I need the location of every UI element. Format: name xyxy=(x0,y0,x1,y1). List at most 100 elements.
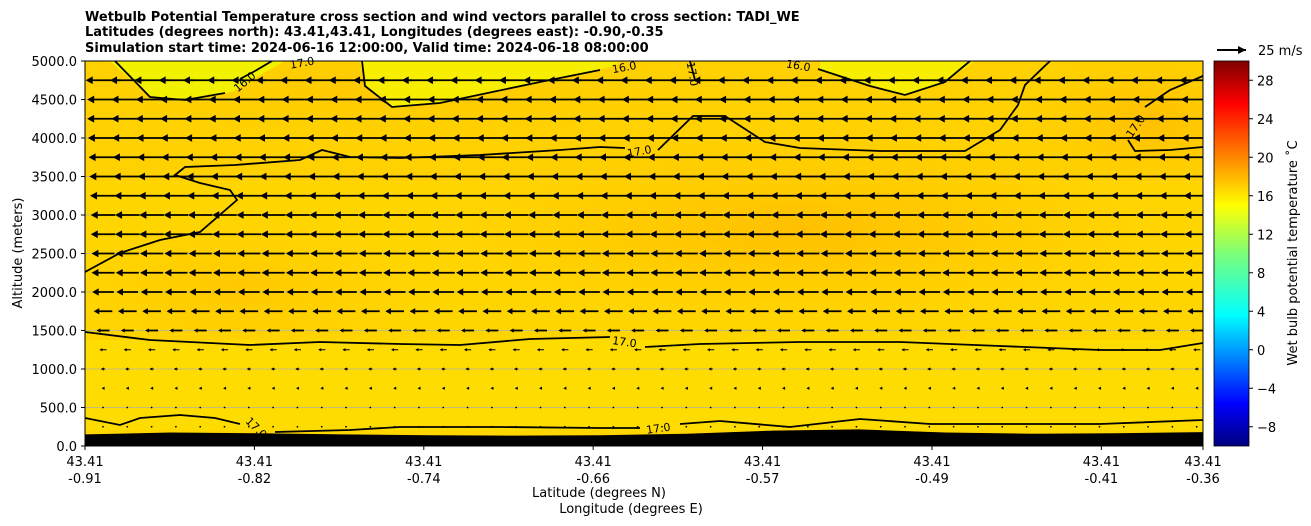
wind-vector-head xyxy=(561,348,565,352)
wind-vector-head xyxy=(1183,191,1191,200)
wind-vector-head xyxy=(458,308,464,315)
wind-vector-head xyxy=(571,76,579,85)
wind-vector-head xyxy=(115,268,123,277)
wind-vector-head xyxy=(1160,211,1168,219)
wind-vector-head xyxy=(552,230,560,239)
wind-vector xyxy=(1147,425,1149,428)
wind-vector-head xyxy=(1181,134,1189,142)
wind-vector-head xyxy=(865,134,873,142)
wind-vector-head xyxy=(378,95,386,104)
wind-vector-head xyxy=(988,172,996,181)
wind-vector-head xyxy=(285,249,293,258)
wind-vector-head xyxy=(266,328,271,333)
wind-vector-head xyxy=(913,114,921,123)
wind-vector-head xyxy=(777,328,781,333)
wind-vector-head xyxy=(358,249,366,258)
wind-vector-head xyxy=(1090,308,1096,315)
wind-vector-head xyxy=(624,191,632,200)
wind-vector-head xyxy=(242,328,247,333)
y-tick-label: 1500.0 xyxy=(32,325,78,340)
wind-vector-head xyxy=(741,76,749,85)
wind-vector-head xyxy=(416,367,420,371)
wind-vector-head xyxy=(480,268,488,277)
wind-vector-head xyxy=(649,191,657,200)
wind-vector-head xyxy=(1062,230,1070,239)
wind-vector xyxy=(661,406,663,409)
wind-vector xyxy=(831,406,834,409)
wind-vector-head xyxy=(1184,211,1192,219)
wind-vector-head xyxy=(1157,153,1165,162)
wind-vector-head xyxy=(149,367,153,371)
wind-vector-head xyxy=(208,95,216,104)
wind-vector-head xyxy=(938,134,946,142)
wind-vector xyxy=(879,406,882,409)
wind-vector-head xyxy=(1170,367,1174,371)
wind-vector-head xyxy=(744,153,752,162)
wind-vector-head xyxy=(328,76,336,85)
wind-vector-head xyxy=(1087,268,1095,277)
wind-vector-head xyxy=(1041,308,1048,315)
wind-vector-head xyxy=(433,308,440,315)
wind-vector-head xyxy=(415,348,419,352)
wind-vector-head xyxy=(307,153,315,162)
y-tick-label: 4000.0 xyxy=(32,132,78,147)
wind-vector-head xyxy=(1107,95,1115,104)
wind-vector-head xyxy=(722,230,730,239)
wind-vector-head xyxy=(854,386,858,390)
wind-vector-head xyxy=(87,95,95,104)
wind-vector-head xyxy=(975,367,979,371)
wind-vector-head xyxy=(889,134,897,142)
wind-vector-head xyxy=(602,288,610,296)
wind-vector-head xyxy=(236,230,244,239)
wind-vector-head xyxy=(500,114,508,123)
wind-vector-head xyxy=(646,114,654,123)
wind-vector xyxy=(515,425,518,428)
title-line-2: Latitudes (degrees north): 43.41,43.41, … xyxy=(85,25,664,40)
wind-vector-head xyxy=(696,153,704,162)
wind-vector-head xyxy=(576,211,584,219)
wind-vector-head xyxy=(336,308,343,315)
wind-vector-head xyxy=(579,308,586,315)
wind-vector xyxy=(102,425,104,428)
wind-vector xyxy=(320,425,323,428)
wind-vector-head xyxy=(193,328,198,333)
wind-vector-head xyxy=(941,230,949,239)
wind-vector-head xyxy=(601,268,609,277)
colorbar-ticks: −8 −4 0 4 8 12 16 20 24 28 xyxy=(1249,74,1276,436)
wind-vector-head xyxy=(820,249,828,258)
wind-vector-head xyxy=(854,367,858,371)
wind-vector-head xyxy=(293,348,297,352)
wind-vector-head xyxy=(919,308,926,315)
wind-vector-head xyxy=(504,268,512,277)
wind-vector-head xyxy=(432,288,439,296)
y-tick-label: 0.0 xyxy=(56,440,77,455)
wind-vector-head xyxy=(476,134,484,142)
wind-vector-head xyxy=(135,95,143,104)
wind-vector-head xyxy=(797,288,804,296)
wind-vector xyxy=(612,406,615,409)
wind-vector-head xyxy=(1138,308,1145,315)
wind-vector-head xyxy=(893,268,901,277)
wind-vector-head xyxy=(917,249,925,258)
wind-vector-head xyxy=(160,95,168,104)
wind-vector-head xyxy=(674,211,682,219)
wind-vector-head xyxy=(330,134,338,142)
wind-vector-head xyxy=(1155,76,1163,85)
wind-vector-head xyxy=(1087,211,1095,219)
wind-vector xyxy=(588,406,590,409)
x-tick-latitude: 43.41 xyxy=(1184,455,1221,470)
wind-vector-head xyxy=(354,114,362,123)
wind-vector-head xyxy=(966,268,974,277)
wind-vector-head xyxy=(246,367,250,371)
wind-vector-head xyxy=(849,328,854,333)
wind-vector-head xyxy=(1110,191,1118,200)
wind-vector xyxy=(150,425,153,428)
wind-vector-head xyxy=(825,328,830,333)
wind-vector xyxy=(977,425,979,428)
wind-vector-head xyxy=(1160,268,1168,277)
y-tick-label: 4500.0 xyxy=(32,94,78,109)
wind-vector-head xyxy=(839,76,847,85)
wind-vector-head xyxy=(586,367,590,371)
wind-vector-head xyxy=(986,95,994,104)
wind-vector-head xyxy=(213,268,220,277)
